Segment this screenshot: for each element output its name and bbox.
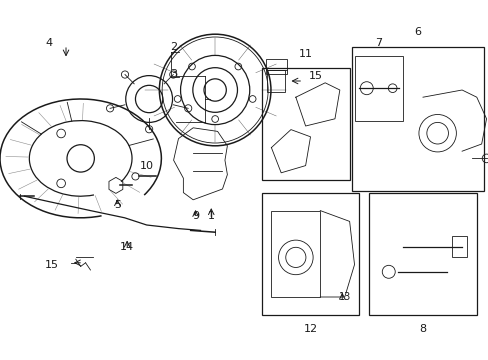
Bar xyxy=(368,193,476,315)
Bar xyxy=(354,56,403,121)
Bar xyxy=(267,70,285,92)
Bar xyxy=(451,236,466,257)
Text: 12: 12 xyxy=(303,324,317,334)
Bar xyxy=(351,47,483,191)
Text: 14: 14 xyxy=(120,242,134,252)
Bar xyxy=(271,211,320,297)
Bar xyxy=(265,59,286,74)
Text: 15: 15 xyxy=(308,71,322,81)
Text: 3: 3 xyxy=(170,69,177,79)
Text: 9: 9 xyxy=(192,211,199,221)
Text: 11: 11 xyxy=(298,49,312,59)
Text: 2: 2 xyxy=(170,42,177,52)
Text: 6: 6 xyxy=(414,27,421,37)
Bar xyxy=(261,193,359,315)
Text: 7: 7 xyxy=(375,38,382,48)
Text: 13: 13 xyxy=(338,292,350,302)
Bar xyxy=(261,68,349,180)
Text: 4: 4 xyxy=(45,38,52,48)
Text: 15: 15 xyxy=(44,260,58,270)
Text: 10: 10 xyxy=(140,161,153,171)
Text: 1: 1 xyxy=(207,211,214,221)
Text: 5: 5 xyxy=(114,200,121,210)
Text: 8: 8 xyxy=(419,324,426,334)
